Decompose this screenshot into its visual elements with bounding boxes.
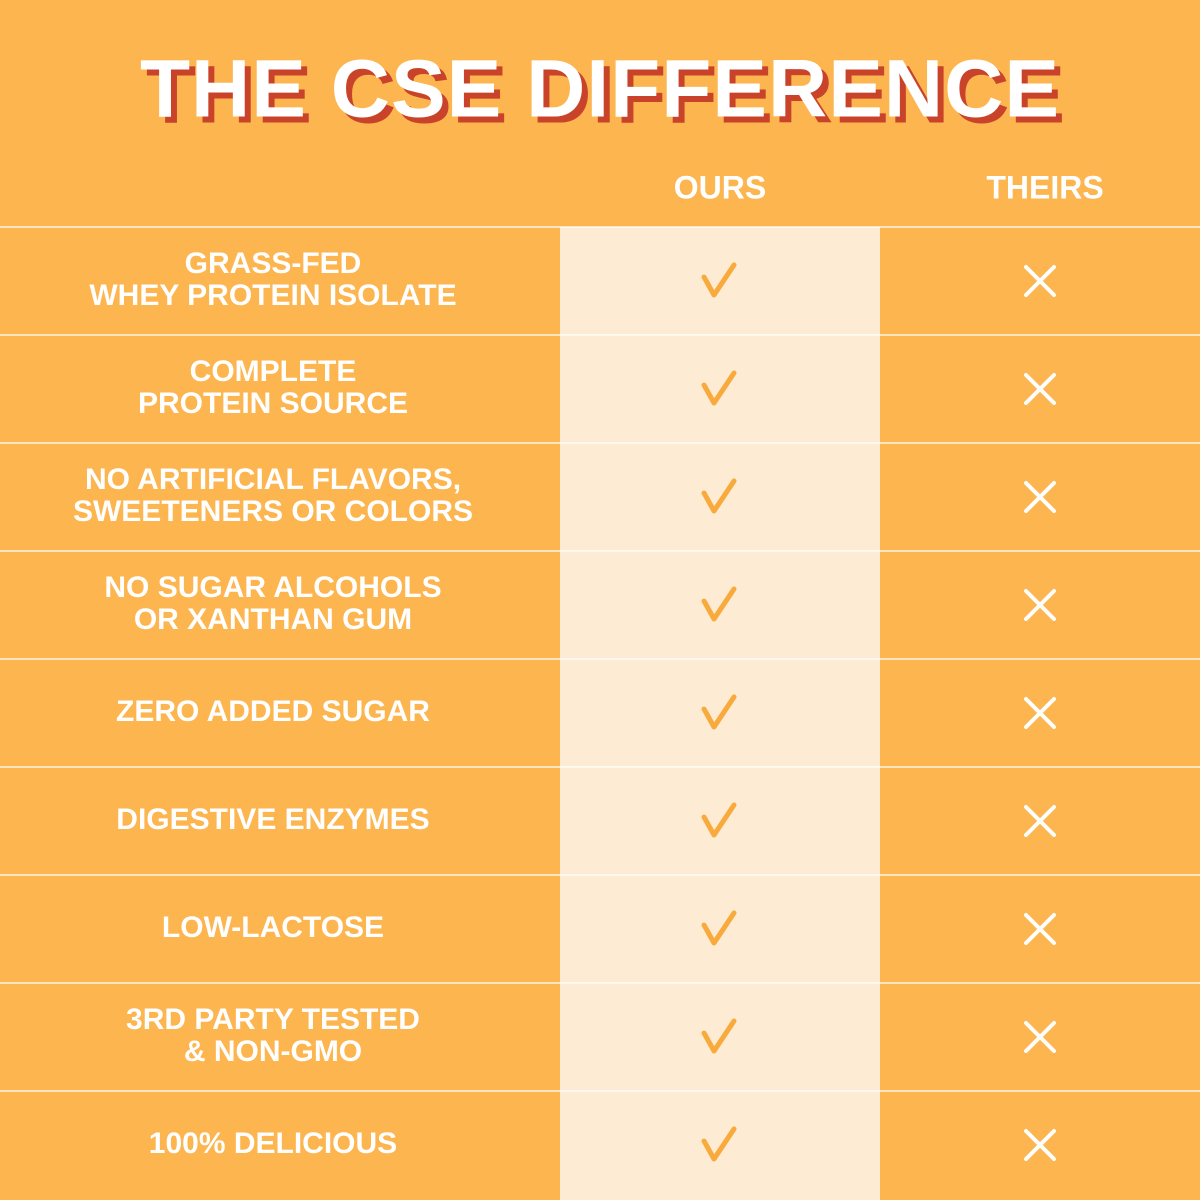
row-label: & NON-GMO — [184, 1035, 362, 1068]
cross-icon — [1024, 697, 1056, 729]
cross-icon — [1024, 913, 1056, 945]
row-label: ZERO ADDED SUGAR — [116, 695, 430, 728]
row-label: DIGESTIVE ENZYMES — [116, 803, 429, 836]
row-label: COMPLETE — [190, 355, 357, 388]
row-label: OR XANTHAN GUM — [134, 603, 412, 636]
row-label: PROTEIN SOURCE — [138, 387, 408, 420]
check-icon — [701, 478, 737, 514]
row-label: NO ARTIFICIAL FLAVORS, — [85, 463, 461, 496]
cross-icon — [1024, 481, 1056, 513]
column-header: OURS — [674, 169, 766, 205]
row-label: 100% DELICIOUS — [149, 1127, 397, 1160]
row-label: SWEETENERS OR COLORS — [73, 495, 473, 528]
row-label: 3RD PARTY TESTED — [126, 1003, 420, 1036]
check-icon — [701, 802, 737, 838]
cross-icon — [1024, 1129, 1056, 1161]
cross-icon — [1024, 805, 1056, 837]
check-icon — [701, 586, 737, 622]
check-icon — [701, 370, 737, 406]
check-icon — [701, 262, 737, 298]
row-label: GRASS-FED — [185, 247, 362, 280]
row-label: LOW-LACTOSE — [162, 911, 384, 944]
row-label: NO SUGAR ALCOHOLS — [104, 571, 441, 604]
cross-icon — [1024, 589, 1056, 621]
cross-icon — [1024, 265, 1056, 297]
check-icon — [701, 1126, 737, 1162]
title: THE CSE DIFFERENCE — [140, 44, 1060, 135]
check-icon — [701, 1018, 737, 1054]
row-label: WHEY PROTEIN ISOLATE — [89, 279, 456, 312]
cross-icon — [1024, 1021, 1056, 1053]
column-header: THEIRS — [986, 169, 1103, 205]
check-icon — [701, 694, 737, 730]
check-icon — [701, 910, 737, 946]
cross-icon — [1024, 373, 1056, 405]
